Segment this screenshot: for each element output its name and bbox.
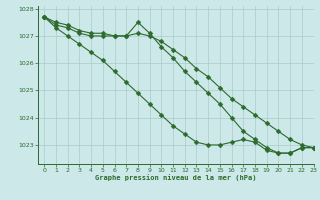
X-axis label: Graphe pression niveau de la mer (hPa): Graphe pression niveau de la mer (hPa) [95, 175, 257, 181]
